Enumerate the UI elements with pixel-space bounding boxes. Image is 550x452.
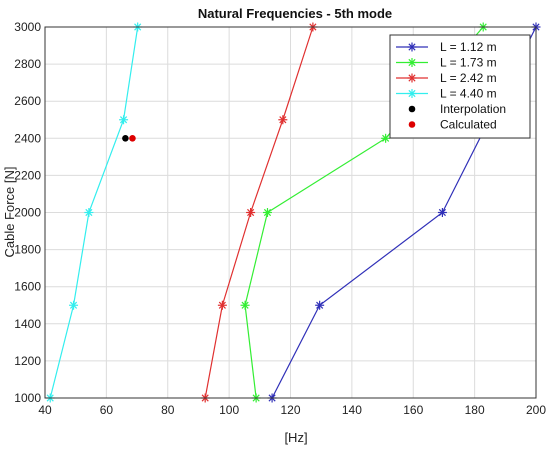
legend-item: L = 1.73 m bbox=[396, 56, 497, 70]
series-marker bbox=[217, 300, 227, 310]
x-tick-label: 80 bbox=[161, 403, 175, 417]
y-tick-label: 1600 bbox=[14, 280, 41, 294]
x-tick-label: 140 bbox=[342, 403, 362, 417]
legend-item: Interpolation bbox=[408, 102, 506, 116]
points-layer bbox=[122, 135, 136, 142]
y-tick-label: 1200 bbox=[14, 354, 41, 368]
series-marker bbox=[246, 208, 256, 217]
legend-label: L = 1.73 m bbox=[440, 56, 497, 70]
legend-label: Interpolation bbox=[440, 102, 506, 116]
legend-label: L = 1.12 m bbox=[440, 40, 497, 54]
legend-marker bbox=[407, 58, 417, 67]
plot-frame bbox=[44, 26, 537, 399]
x-tick-label: 100 bbox=[219, 403, 239, 417]
x-tick-label: 120 bbox=[280, 403, 300, 417]
legend-label: L = 4.40 m bbox=[440, 87, 497, 101]
legend-marker bbox=[407, 89, 417, 98]
legend-marker bbox=[407, 42, 417, 52]
series-marker bbox=[262, 208, 272, 217]
marker-interpolation bbox=[122, 135, 129, 142]
legend-item: Calculated bbox=[408, 118, 497, 132]
series-marker bbox=[381, 133, 391, 143]
legend-box bbox=[389, 34, 531, 139]
x-tick-label: 200 bbox=[526, 403, 546, 417]
series-marker bbox=[437, 208, 447, 217]
series-marker bbox=[69, 300, 79, 310]
legend-item: L = 1.12 m bbox=[396, 40, 497, 54]
axis-ticks: 40 60 80 100 120 140 160 180 200 1000 1200 1400 1600… bbox=[14, 20, 546, 417]
y-tick-label: 3000 bbox=[14, 20, 41, 34]
y-tick-label: 2200 bbox=[14, 168, 41, 182]
grid bbox=[44, 26, 537, 399]
legend: L = 1.12 m L = 1.73 mL = 2.42 m L = 4.40 m… bbox=[389, 34, 531, 139]
y-tick-label: 2800 bbox=[14, 57, 41, 71]
marker-calculated bbox=[129, 135, 136, 142]
legend-item: L = 2.42 m bbox=[396, 71, 497, 85]
y-tick-label: 2400 bbox=[14, 131, 41, 145]
series-marker bbox=[119, 115, 129, 125]
x-tick-label: 60 bbox=[100, 403, 114, 417]
legend-item: L = 4.40 m bbox=[396, 87, 497, 101]
x-tick-label: 180 bbox=[465, 403, 485, 417]
series-3 bbox=[200, 22, 318, 403]
x-tick-label: 40 bbox=[38, 403, 52, 417]
y-tick-label: 2000 bbox=[14, 206, 41, 220]
legend-marker bbox=[408, 121, 416, 128]
legend-marker bbox=[408, 105, 416, 113]
y-axis-label: Cable Force [N] bbox=[2, 166, 17, 257]
y-tick-label: 1400 bbox=[14, 317, 41, 331]
series-marker bbox=[84, 208, 94, 217]
y-tick-label: 2600 bbox=[14, 94, 41, 108]
y-tick-label: 1800 bbox=[14, 243, 41, 257]
legend-marker bbox=[407, 73, 417, 83]
series-marker bbox=[315, 300, 325, 310]
x-tick-label: 160 bbox=[403, 403, 423, 417]
y-tick-label: 1000 bbox=[14, 391, 41, 405]
x-axis-label: [Hz] bbox=[284, 430, 307, 445]
series-marker bbox=[240, 300, 250, 310]
legend-label: L = 2.42 m bbox=[440, 71, 497, 85]
chart-title: Natural Frequencies - 5th mode bbox=[198, 6, 392, 21]
legend-label: Calculated bbox=[440, 118, 497, 132]
series-marker bbox=[278, 115, 288, 125]
